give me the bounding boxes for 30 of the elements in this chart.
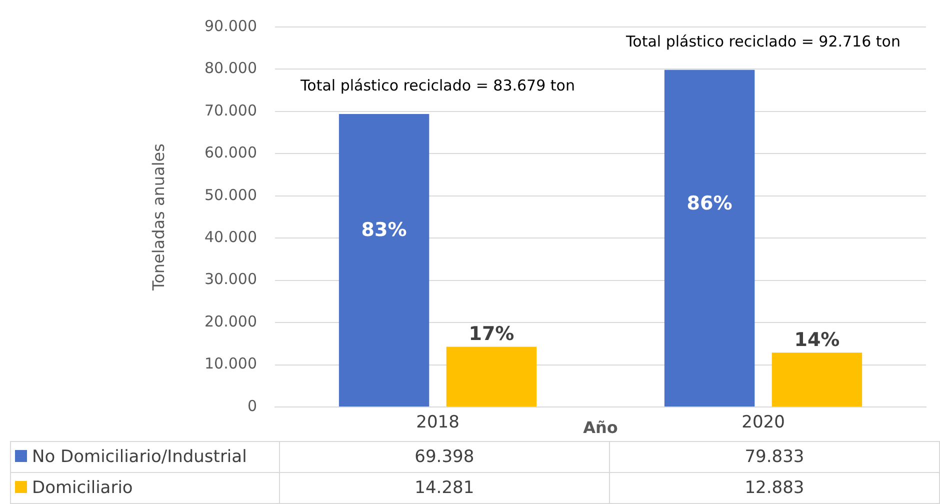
annotation: 14% — [794, 329, 840, 352]
bar — [338, 114, 430, 406]
legend-label: No Domiciliario/Industrial — [10, 442, 280, 472]
data-label: 69.398 — [279, 442, 610, 472]
y-tick-label: 90.000 — [204, 16, 257, 35]
y-tick-label: 40.000 — [204, 228, 257, 246]
y-tick-label: 0 — [247, 396, 257, 415]
annotation: Total plástico reciclado = 92.716 ton — [625, 32, 900, 50]
annotation: 83% — [361, 218, 407, 241]
bar — [446, 346, 537, 406]
x-axis-title: Año — [583, 418, 618, 438]
annotation: 86% — [686, 192, 732, 214]
y-tick-label: 10.000 — [204, 354, 257, 373]
bar — [772, 352, 862, 406]
legend-label: Domiciliario — [10, 472, 280, 504]
y-tick-label: 30.000 — [204, 270, 257, 288]
x-tick-label: 2018 — [416, 412, 460, 433]
data-label: 14.281 — [279, 472, 610, 504]
y-tick-label: 60.000 — [204, 144, 257, 162]
y-tick-label: 80.000 — [204, 59, 257, 78]
y-tick-label: 70.000 — [204, 101, 257, 120]
bar — [664, 70, 755, 406]
annotation: Total plástico reciclado = 83.679 ton — [300, 76, 575, 94]
y-axis-title: Toneladas anuales — [149, 144, 168, 292]
annotation: 17% — [468, 323, 514, 346]
y-tick-label: 20.000 — [204, 312, 257, 330]
data-label: 12.883 — [609, 472, 940, 504]
x-tick-label: 2020 — [742, 412, 785, 433]
y-tick-label: 50.000 — [204, 186, 257, 204]
data-label: 79.833 — [609, 442, 940, 472]
